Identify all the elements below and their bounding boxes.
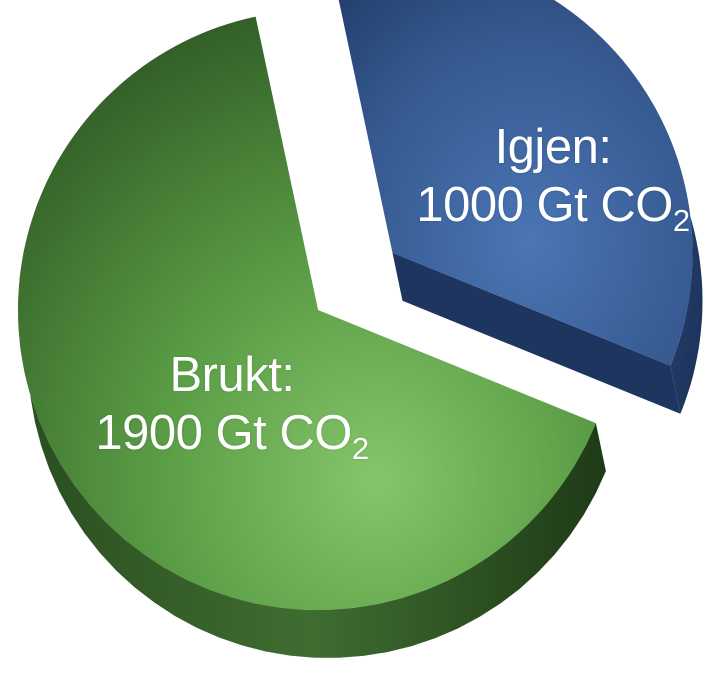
slice-cut-face-igjen [392, 252, 681, 414]
slice-top-brukt [18, 16, 596, 611]
slice-name-brukt: Brukt: [169, 348, 295, 402]
slice-value-subscript-igjen: 2 [672, 203, 690, 238]
slice-igjen [338, 0, 703, 414]
slice-label-igjen: Igjen: 1000 Gt CO2 [383, 118, 718, 236]
slice-value-subscript-brukt: 2 [351, 431, 369, 466]
slice-value-brukt: 1900 Gt CO2 [52, 404, 412, 464]
slice-label-brukt: Brukt: 1900 Gt CO2 [52, 346, 412, 464]
slice-side-igjen [652, 102, 703, 414]
slice-value-text-igjen: 1000 Gt CO [416, 178, 673, 232]
slice-value-text-brukt: 1900 Gt CO [95, 406, 352, 460]
slice-top-igjen [338, 0, 693, 366]
slice-name-igjen: Igjen: [494, 120, 612, 174]
slice-brukt [18, 16, 606, 658]
slice-value-igjen: 1000 Gt CO2 [383, 176, 718, 236]
